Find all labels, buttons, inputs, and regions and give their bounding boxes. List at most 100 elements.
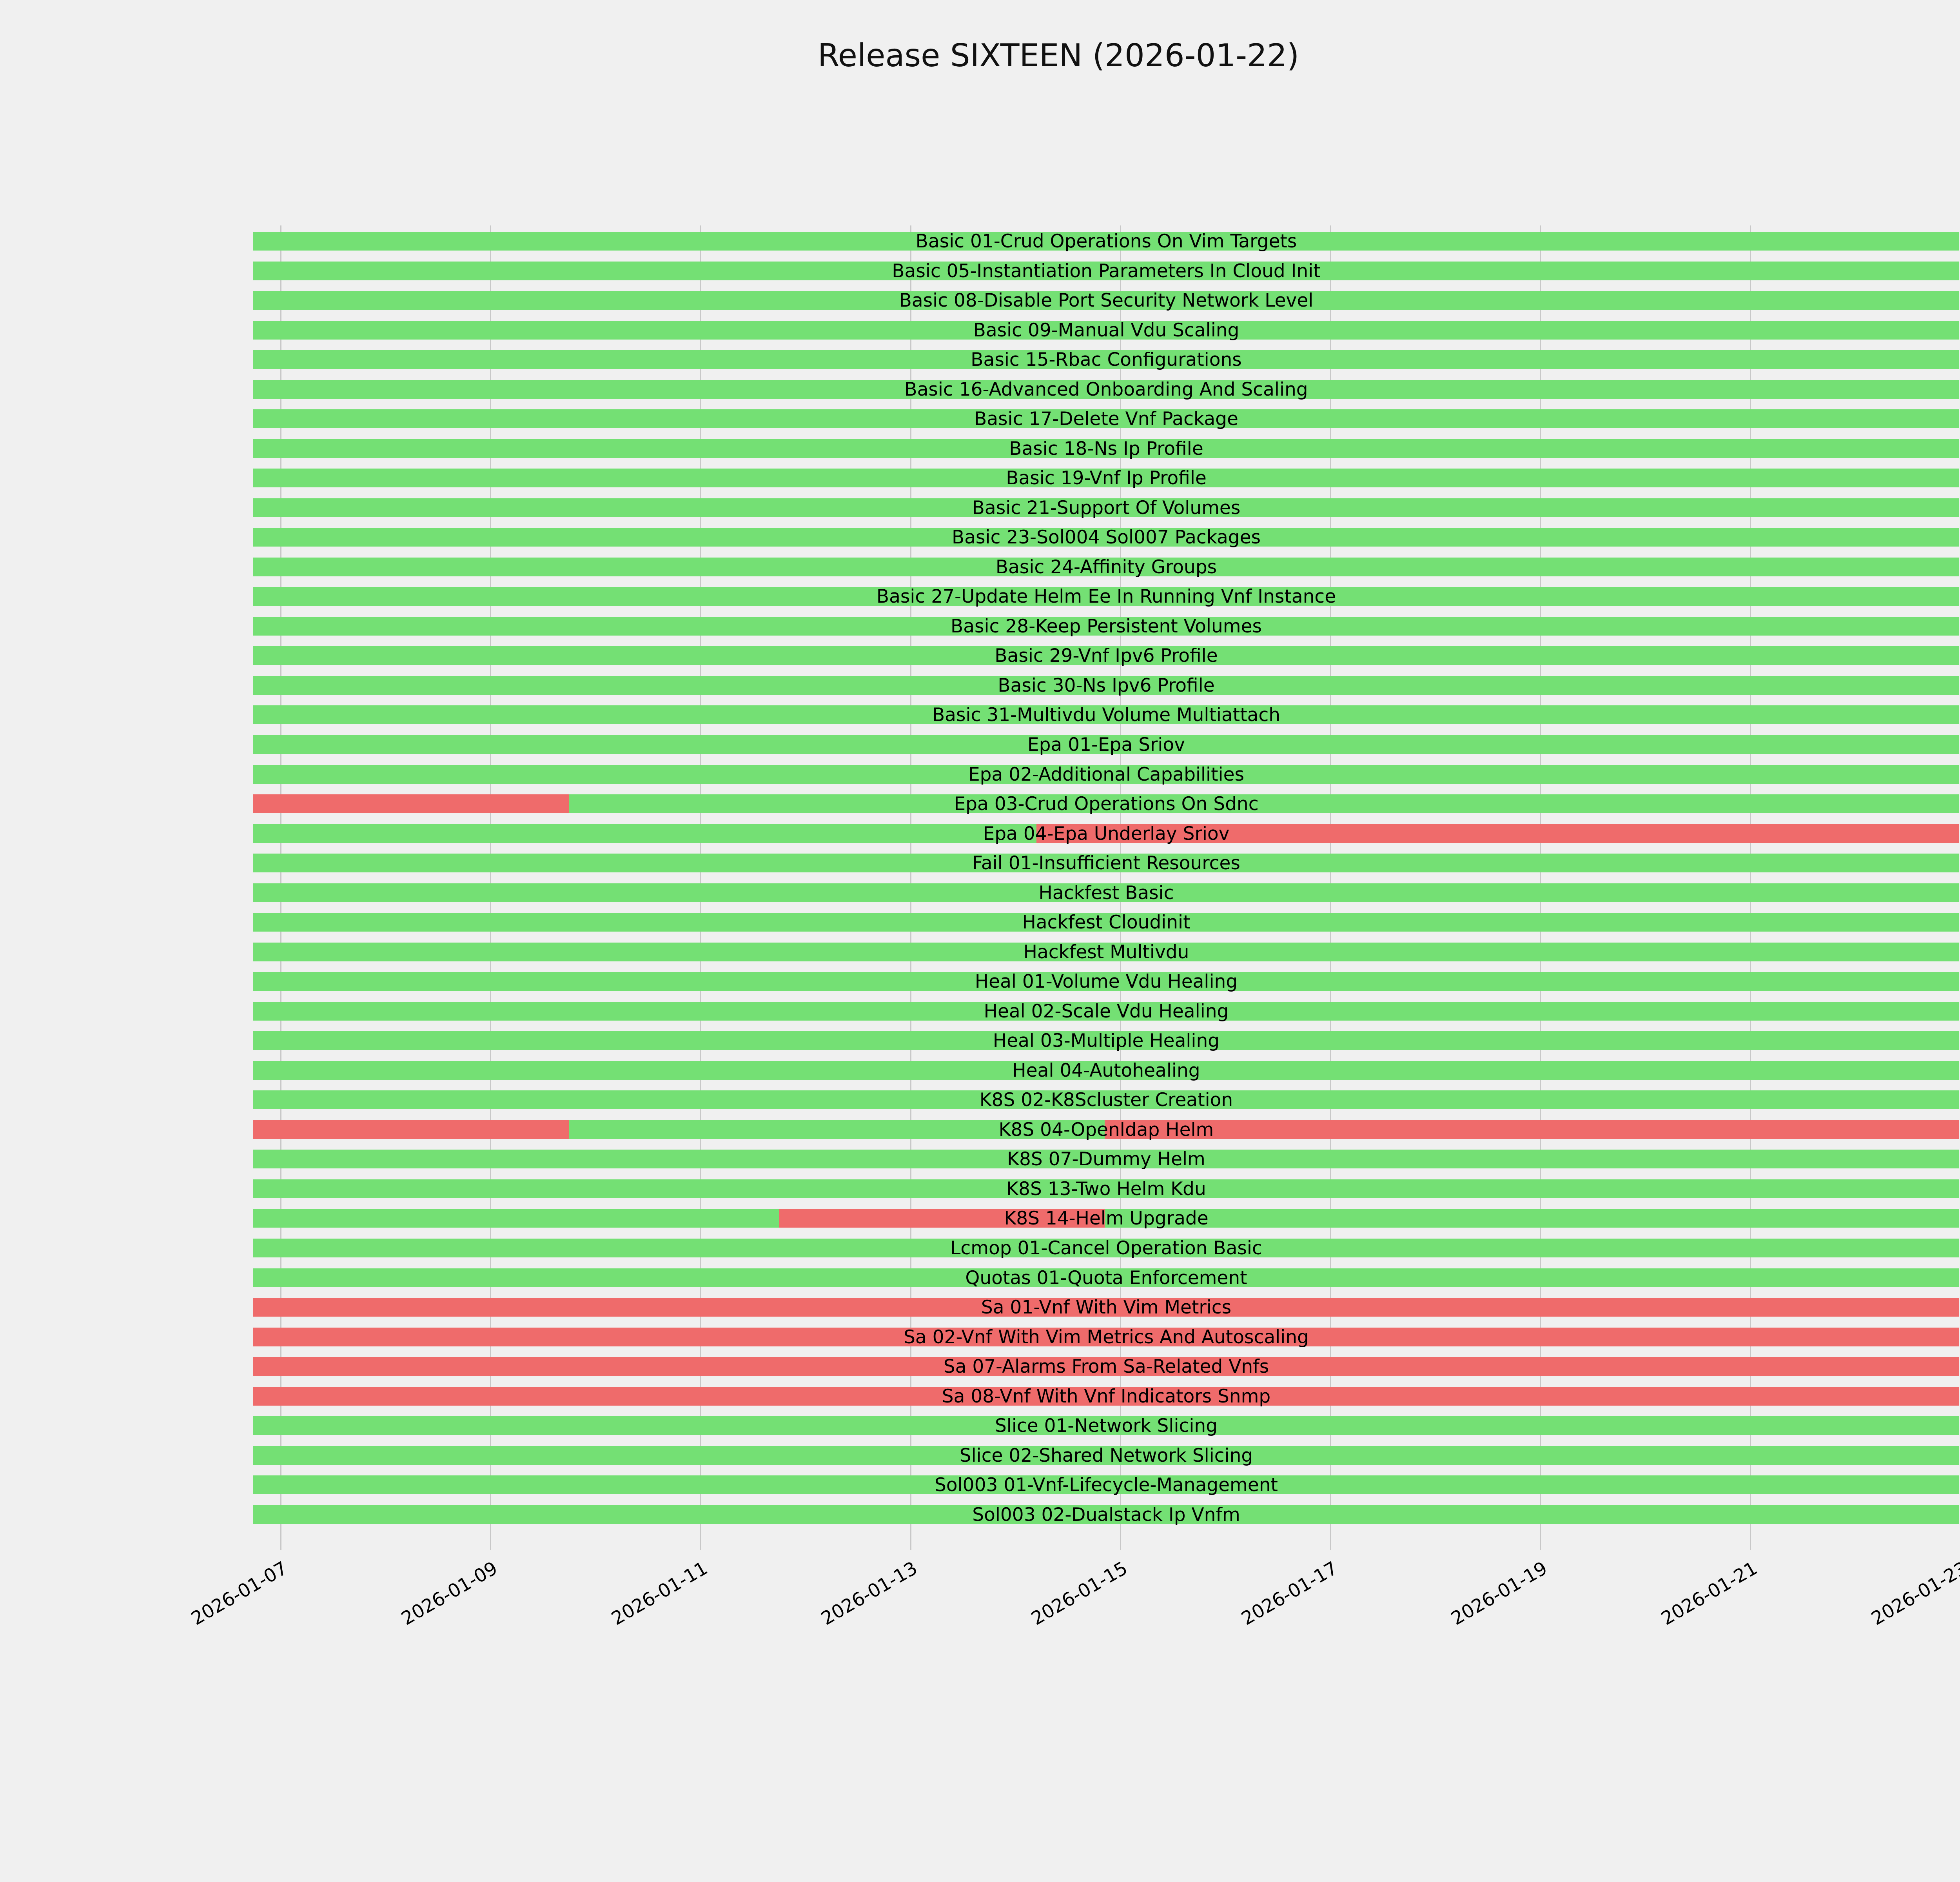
task-label: K8S 04-Openldap Helm xyxy=(998,1119,1214,1141)
task-bar-segment-pass xyxy=(253,1268,1959,1287)
task-bar-segment-pass xyxy=(253,1031,1959,1050)
task-label: Basic 28-Keep Persistent Volumes xyxy=(951,615,1262,637)
x-tick-label: 2026-01-11 xyxy=(608,1557,711,1630)
task-bar-segment-pass xyxy=(253,883,1959,902)
task-label: Basic 24-Affinity Groups xyxy=(995,556,1217,578)
task-bar-segment-pass xyxy=(253,380,1959,399)
task-label: Slice 01-Network Slicing xyxy=(995,1415,1218,1437)
task-bar-segment-pass xyxy=(253,765,1959,784)
task-label: Sol003 01-Vnf-Lifecycle-Management xyxy=(935,1474,1278,1496)
task-label: Basic 27-Update Helm Ee In Running Vnf I… xyxy=(876,586,1336,608)
task-bar-segment-pass xyxy=(569,1120,1105,1139)
task-label: Sa 02-Vnf With Vim Metrics And Autoscali… xyxy=(904,1326,1309,1348)
task-bar-segment-fail xyxy=(253,1298,1959,1317)
task-bar-segment-pass xyxy=(253,646,1959,665)
task-bar-segment-pass xyxy=(253,1209,779,1228)
task-label: K8S 13-Two Helm Kdu xyxy=(1006,1178,1206,1200)
task-bar-segment-pass xyxy=(253,913,1959,932)
task-label: Heal 03-Multiple Healing xyxy=(993,1030,1220,1052)
task-label: Epa 04-Epa Underlay Sriov xyxy=(983,823,1230,845)
task-bar-segment-fail xyxy=(253,1386,1959,1406)
task-bar-segment-pass xyxy=(253,676,1959,695)
x-tick-label: 2026-01-17 xyxy=(1238,1557,1341,1630)
x-tick-label: 2026-01-23 xyxy=(1867,1557,1960,1630)
task-label: Heal 01-Volume Vdu Healing xyxy=(975,971,1238,993)
task-label: Basic 21-Support Of Volumes xyxy=(972,497,1241,519)
task-bar-segment-fail xyxy=(1104,1120,1959,1139)
task-label: Quotas 01-Quota Enforcement xyxy=(965,1267,1247,1289)
task-label: K8S 02-K8Scluster Creation xyxy=(979,1089,1233,1111)
x-tick-label: 2026-01-13 xyxy=(817,1557,922,1630)
chart-title: Release SIXTEEN (2026-01-22) xyxy=(817,37,1299,74)
task-bar-segment-pass xyxy=(253,616,1959,636)
task-bar-segment-pass xyxy=(253,291,1959,310)
task-label: Epa 03-Crud Operations On Sdnc xyxy=(954,793,1259,815)
task-bar-segment-pass xyxy=(569,794,1959,814)
x-tick-label: 2026-01-09 xyxy=(397,1557,501,1630)
task-label: Basic 08-Disable Port Security Network L… xyxy=(899,290,1314,312)
task-label: Basic 18-Ns Ip Profile xyxy=(1009,438,1203,460)
task-bar-segment-pass xyxy=(1104,1209,1959,1228)
task-label: Sa 01-Vnf With Vim Metrics xyxy=(981,1297,1232,1319)
task-label: Basic 01-Crud Operations On Vim Targets xyxy=(915,231,1297,252)
task-label: Slice 02-Shared Network Slicing xyxy=(959,1444,1253,1466)
task-bar-segment-pass xyxy=(253,232,1959,251)
task-bar-segment-pass xyxy=(253,1001,1959,1021)
task-label: K8S 14-Helm Upgrade xyxy=(1004,1208,1209,1230)
task-label: Basic 19-Vnf Ip Profile xyxy=(1006,467,1207,489)
task-bar-segment-fail xyxy=(253,1120,570,1139)
task-bar-segment-fail xyxy=(779,1209,1105,1228)
task-label: Basic 15-Rbac Configurations xyxy=(971,349,1242,371)
task-bar-segment-pass xyxy=(253,261,1959,280)
task-bar-segment-pass xyxy=(253,469,1959,488)
task-bar-segment-pass xyxy=(253,854,1959,873)
task-label: Basic 05-Instantiation Parameters In Clo… xyxy=(892,260,1321,282)
task-label: Basic 29-Vnf Ipv6 Profile xyxy=(995,645,1218,667)
task-bar-segment-pass xyxy=(253,409,1959,429)
task-bar-segment-pass xyxy=(253,735,1959,754)
task-bar-segment-pass xyxy=(253,1475,1959,1495)
task-bar-segment-pass xyxy=(253,824,1036,843)
task-label: Epa 01-Epa Sriov xyxy=(1027,734,1185,756)
task-label: Heal 04-Autohealing xyxy=(1012,1059,1200,1081)
task-bar-segment-pass xyxy=(253,587,1959,606)
task-label: Basic 31-Multivdu Volume Multiattach xyxy=(932,704,1281,726)
task-bar-segment-fail xyxy=(253,794,570,814)
task-bar-segment-pass xyxy=(253,1090,1959,1110)
task-bar-segment-pass xyxy=(253,350,1959,369)
task-label: Sol003 02-Dualstack Ip Vnfm xyxy=(972,1504,1240,1526)
task-label: Lcmop 01-Cancel Operation Basic xyxy=(950,1237,1262,1259)
x-tick-label: 2026-01-19 xyxy=(1447,1557,1551,1630)
task-label: Epa 02-Additional Capabilities xyxy=(968,763,1245,785)
task-bar-segment-pass xyxy=(253,1061,1959,1080)
task-label: Basic 16-Advanced Onboarding And Scaling xyxy=(904,378,1308,400)
task-label: Basic 17-Delete Vnf Package xyxy=(974,408,1238,430)
task-bar-segment-pass xyxy=(253,705,1959,725)
task-label: Basic 30-Ns Ipv6 Profile xyxy=(998,674,1215,696)
task-bar-segment-pass xyxy=(253,1150,1959,1169)
task-bar-segment-pass xyxy=(253,1239,1959,1258)
x-tick-label: 2026-01-15 xyxy=(1027,1557,1131,1630)
task-label: Basic 09-Manual Vdu Scaling xyxy=(973,319,1240,341)
task-bar-segment-pass xyxy=(253,972,1959,991)
x-tick-label: 2026-01-07 xyxy=(188,1557,292,1630)
task-bar-segment-pass xyxy=(253,1505,1959,1524)
task-label: Hackfest Basic xyxy=(1038,882,1174,904)
task-bar-segment-pass xyxy=(253,1416,1959,1435)
task-bar-segment-pass xyxy=(253,498,1959,517)
x-tick-label: 2026-01-21 xyxy=(1657,1557,1761,1630)
task-bar-segment-pass xyxy=(253,1179,1959,1198)
task-bar-segment-pass xyxy=(253,439,1959,458)
task-label: Sa 07-Alarms From Sa-Related Vnfs xyxy=(943,1356,1269,1378)
task-bar-segment-pass xyxy=(253,1446,1959,1465)
task-bar-segment-pass xyxy=(253,557,1959,576)
task-bar-segment-pass xyxy=(253,320,1959,340)
task-label: Hackfest Cloudinit xyxy=(1022,912,1191,934)
task-bar-segment-fail xyxy=(253,1327,1959,1346)
task-bar-segment-pass xyxy=(253,942,1959,961)
task-label: Sa 08-Vnf With Vnf Indicators Snmp xyxy=(942,1385,1271,1407)
task-label: Hackfest Multivdu xyxy=(1023,941,1189,963)
task-label: K8S 07-Dummy Helm xyxy=(1007,1148,1205,1170)
